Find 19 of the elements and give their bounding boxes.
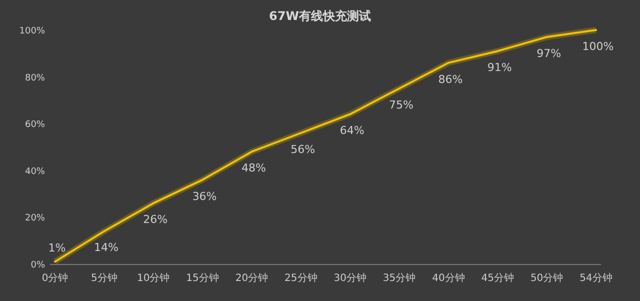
y-tick-label: 60% (24, 120, 46, 130)
y-tick-label: 0% (30, 260, 46, 270)
x-tick-label: 40分钟 (432, 272, 465, 284)
x-tick-label: 5分钟 (90, 272, 118, 284)
x-tick-label: 20分钟 (235, 272, 268, 284)
chart-title: 67W有线快充测试 (269, 9, 371, 23)
x-tick-label: 0分钟 (42, 272, 68, 284)
y-tick-label: 40% (24, 166, 46, 177)
y-tick-label: 100% (19, 26, 46, 36)
x-tick-label: 35分钟 (382, 272, 416, 284)
x-tick-label: 30分钟 (334, 272, 366, 284)
y-tick-label: 20% (24, 214, 46, 224)
x-tick-label: 10分钟 (136, 272, 170, 284)
x-tick-label: 50分钟 (530, 272, 564, 284)
x-tick-label: 25分钟 (284, 272, 318, 284)
y-tick-label: 80% (24, 73, 46, 84)
x-tick-label: 15分钟 (186, 272, 219, 284)
x-tick-label: 54分钟 (580, 272, 612, 284)
x-tick-label: 45分钟 (481, 272, 514, 284)
